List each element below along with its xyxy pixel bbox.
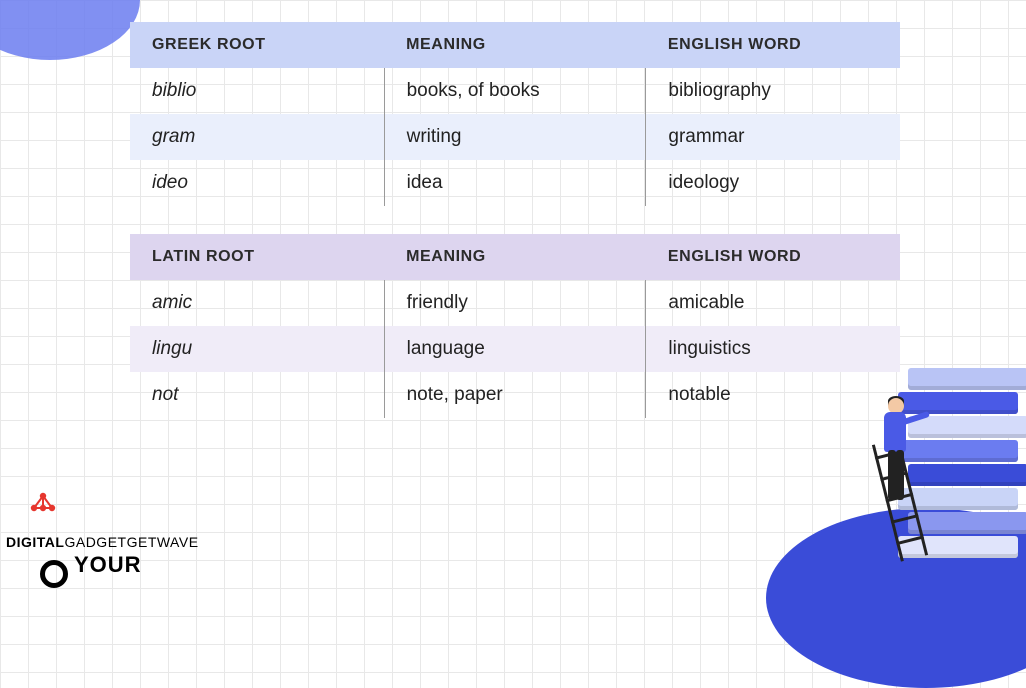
secondary-watermark: YOUR <box>74 552 142 578</box>
root-cell: lingu <box>130 326 384 372</box>
watermark-rest: GADGETGETWAVE <box>64 534 198 550</box>
word-cell: amicable <box>646 280 900 326</box>
root-cell: gram <box>130 114 384 160</box>
book-shape <box>898 440 1018 462</box>
book-shape <box>908 464 1026 486</box>
meaning-cell: books, of books <box>384 68 646 114</box>
watermark-network-icon <box>28 490 58 526</box>
greek-col-root: GREEK ROOT <box>130 22 384 68</box>
greek-roots-table: GREEK ROOT MEANING ENGLISH WORD biblio b… <box>130 22 900 206</box>
table-gap <box>130 206 900 234</box>
meaning-cell: friendly <box>384 280 646 326</box>
book-shape <box>908 416 1026 438</box>
watermark-bold: DIGITAL <box>6 534 64 550</box>
table-row: ideo idea ideology <box>130 160 900 206</box>
word-cell: ideology <box>646 160 900 206</box>
table-row: gram writing grammar <box>130 114 900 160</box>
books-illustration <box>766 358 1026 618</box>
word-cell: grammar <box>646 114 900 160</box>
book-shape <box>908 368 1026 390</box>
greek-col-word: ENGLISH WORD <box>646 22 900 68</box>
meaning-cell: language <box>384 326 646 372</box>
watermark-text: DIGITALGADGETGETWAVE <box>6 534 199 550</box>
table-row: biblio books, of books bibliography <box>130 68 900 114</box>
meaning-cell: idea <box>384 160 646 206</box>
latin-col-word: ENGLISH WORD <box>646 234 900 280</box>
word-cell: bibliography <box>646 68 900 114</box>
root-cell: amic <box>130 280 384 326</box>
meaning-cell: note, paper <box>384 372 646 418</box>
corner-decoration <box>0 0 140 60</box>
root-cell: biblio <box>130 68 384 114</box>
root-cell: ideo <box>130 160 384 206</box>
latin-col-root: LATIN ROOT <box>130 234 384 280</box>
greek-col-meaning: MEANING <box>384 22 646 68</box>
your-circle-icon <box>40 560 68 588</box>
book-shape <box>898 392 1018 414</box>
table-row: amic friendly amicable <box>130 280 900 326</box>
root-cell: not <box>130 372 384 418</box>
person-figure <box>866 398 916 508</box>
latin-col-meaning: MEANING <box>384 234 646 280</box>
meaning-cell: writing <box>384 114 646 160</box>
